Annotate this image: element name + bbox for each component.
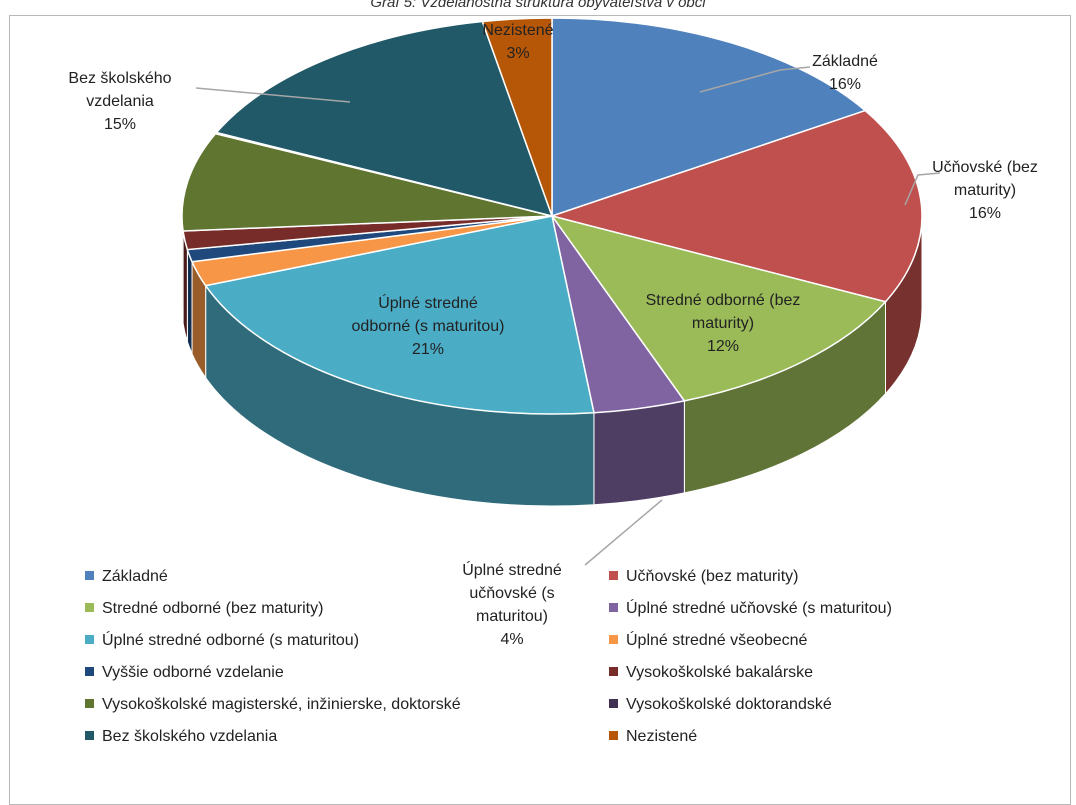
legend-item: Vysokoškolské doktorandské xyxy=(609,695,832,715)
data-label-10: Bez školského vzdelania 15% xyxy=(68,70,171,133)
legend-swatch xyxy=(85,603,94,612)
pie-slice-1 xyxy=(549,109,923,303)
leader-line-0 xyxy=(699,66,811,93)
legend-label: Nezistené xyxy=(626,728,698,745)
pie-slice-4 xyxy=(204,215,595,415)
legend-item: Úplné stredné všeobecné xyxy=(609,631,807,651)
legend-item: Vysokoškolské bakalárske xyxy=(609,663,813,683)
legend-swatch xyxy=(85,571,94,580)
legend-item: Učňovské (bez maturity) xyxy=(609,567,799,587)
pie-slice-10 xyxy=(215,20,554,218)
legend-label: Vysokoškolské magisterské, inžinierske, … xyxy=(102,696,461,713)
legend-item: Základné xyxy=(85,567,168,587)
legend-swatch xyxy=(85,667,94,676)
legend-item: Úplné stredné učňovské (s maturitou) xyxy=(609,599,892,619)
legend-label: Úplné stredné všeobecné xyxy=(626,632,808,649)
data-label-0: Základné 16% xyxy=(812,53,878,93)
legend-label: Základné xyxy=(102,568,168,585)
leader-line-10 xyxy=(195,87,351,103)
legend-swatch xyxy=(609,731,618,740)
pie-slice-8 xyxy=(181,132,553,232)
leader-line-3 xyxy=(584,499,663,566)
legend-swatch xyxy=(609,603,618,612)
legend-swatch xyxy=(85,731,94,740)
leader-line-1 xyxy=(904,172,941,206)
legend-label: Úplné stredné učňovské (s maturitou) xyxy=(626,600,892,617)
legend-label: Stredné odborné (bez maturity) xyxy=(102,600,324,617)
legend-label: Vysokoškolské doktorandské xyxy=(626,696,832,713)
pie-slice-0 xyxy=(551,17,867,218)
legend-swatch xyxy=(85,635,94,644)
legend-swatch xyxy=(85,699,94,708)
data-label-2: Stredné odborné (bez maturity) 12% xyxy=(646,292,801,355)
legend-item: Úplné stredné odborné (s maturitou) xyxy=(85,631,359,651)
pie-side-3 xyxy=(593,400,685,506)
pie-slice-2 xyxy=(550,214,887,402)
pie-slice-11 xyxy=(481,17,553,217)
legend-item: Nezistené xyxy=(609,727,697,747)
legend-swatch xyxy=(609,571,618,580)
data-label-11: Nezistené 3% xyxy=(482,22,553,62)
data-label-3: Úplné stredné učňovské (s maturitou) 4% xyxy=(462,560,562,648)
legend-swatch xyxy=(609,699,618,708)
legend-item: Vyššie odborné vzdelanie xyxy=(85,663,284,683)
legend-swatch xyxy=(609,667,618,676)
data-label-1: Učňovské (bez maturity) 16% xyxy=(932,159,1038,222)
legend-swatch xyxy=(609,635,618,644)
legend-label: Vyššie odborné vzdelanie xyxy=(102,664,284,681)
data-label-4: Úplné stredné odborné (s maturitou) 21% xyxy=(352,293,505,358)
legend-label: Učňovské (bez maturity) xyxy=(626,568,799,585)
pie-side-6 xyxy=(186,249,193,354)
legend-label: Bez školského vzdelania xyxy=(102,728,278,745)
legend-item: Vysokoškolské magisterské, inžinierske, … xyxy=(85,695,461,715)
legend-item: Bez školského vzdelania xyxy=(85,727,277,747)
legend-item: Stredné odborné (bez maturity) xyxy=(85,599,323,619)
chart-title: Graf 5: Vzdelanostná štruktúra obyvateľs… xyxy=(370,0,706,11)
legend-label: Úplné stredné odborné (s maturitou) xyxy=(102,632,360,649)
legend-label: Vysokoškolské bakalárske xyxy=(626,664,814,681)
